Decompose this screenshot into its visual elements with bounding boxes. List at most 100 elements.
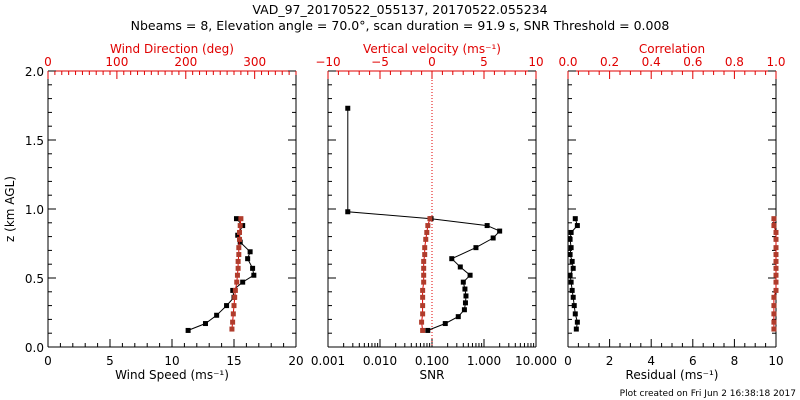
x-top-tick-label: 10: [528, 55, 543, 69]
data-point: [345, 209, 351, 215]
data-point: [420, 327, 426, 333]
series-vertical-velocity: [419, 216, 433, 333]
data-point: [568, 229, 574, 235]
series-line: [773, 218, 777, 330]
data-point: [461, 307, 467, 313]
data-point: [419, 319, 425, 325]
series-snr: [345, 105, 503, 333]
data-point: [231, 303, 237, 309]
series-correlation: [771, 216, 779, 332]
x-top-tick-label: 0.0: [558, 55, 577, 69]
data-point: [455, 314, 461, 320]
data-point: [573, 326, 579, 332]
x-top-tick-label: −5: [371, 55, 389, 69]
data-point: [771, 216, 777, 222]
data-point: [569, 258, 575, 264]
data-point: [214, 312, 220, 318]
plot-footer: Plot created on Fri Jun 2 16:38:18 2017: [620, 389, 796, 399]
data-point: [567, 236, 573, 242]
panel-snr: 0.001 0.010 0.100 1.000 10.000 SNR −10 −5 0 5 10 Ve…: [311, 42, 557, 382]
x-top-tick-label: 0.2: [600, 55, 619, 69]
data-point: [237, 236, 243, 242]
x-bottom-tick-label: 0.100: [415, 354, 449, 368]
panel-residual: 0 2 4 6 8 10 Residual (ms⁻¹) 0.0 0.2 0.4 0.6 0.8 1.0…: [558, 42, 785, 382]
data-point: [460, 279, 466, 285]
data-point: [425, 327, 431, 333]
data-point: [234, 272, 240, 278]
x-bottom-tick-label: 6: [689, 354, 697, 368]
data-point: [457, 264, 463, 270]
data-point: [568, 279, 574, 285]
data-point: [421, 258, 427, 264]
data-point: [773, 272, 779, 278]
data-point: [420, 311, 426, 317]
data-point: [245, 256, 251, 262]
data-point: [567, 252, 573, 258]
data-point: [572, 216, 578, 222]
data-point: [568, 245, 574, 251]
x-bottom-tick-label: 0: [44, 354, 52, 368]
x-bottom-axis-label: Wind Speed (ms⁻¹): [115, 368, 229, 382]
data-point: [423, 236, 429, 242]
data-point: [462, 300, 468, 306]
x-bottom-tick-label: 4: [647, 354, 655, 368]
x-bottom-tick-label: 2: [606, 354, 614, 368]
data-point: [771, 311, 777, 317]
x-top-tick-label: 300: [243, 55, 266, 69]
data-point: [467, 272, 473, 278]
x-bottom-tick-label: 15: [226, 354, 241, 368]
data-point: [771, 223, 777, 229]
x-bottom-tick-label: 0: [564, 354, 572, 368]
data-point: [235, 265, 241, 271]
data-point: [773, 279, 779, 285]
data-point: [229, 326, 235, 332]
data-point: [773, 252, 779, 258]
data-point: [224, 303, 230, 309]
data-point: [771, 303, 777, 309]
x-top-tick-label: 0: [44, 55, 52, 69]
data-point: [484, 223, 490, 229]
x-top-axis-label: Wind Direction (deg): [110, 42, 234, 56]
y-tick-label: 0.5: [25, 272, 44, 286]
x-top-tick-label: −10: [315, 55, 340, 69]
chart-subtitle: Nbeams = 8, Elevation angle = 70.0°, sca…: [131, 18, 670, 33]
data-point: [237, 239, 243, 245]
x-top-tick-label: 0.8: [725, 55, 744, 69]
x-bottom-tick-label: 0.010: [363, 354, 397, 368]
x-bottom-tick-label: 10: [164, 354, 179, 368]
y-tick-label: 0.0: [25, 341, 44, 355]
data-point: [185, 327, 191, 333]
y-tick-label: 1.0: [25, 203, 44, 217]
x-bottom-tick-label: 10.000: [515, 354, 557, 368]
data-point: [345, 105, 351, 111]
x-bottom-tick-label: 8: [731, 354, 739, 368]
data-point: [237, 229, 243, 235]
series-line: [231, 218, 242, 330]
data-point: [771, 319, 777, 325]
data-point: [420, 287, 426, 293]
data-point: [234, 279, 240, 285]
series-line: [569, 218, 578, 330]
y-tick-label: 2.0: [25, 65, 44, 79]
data-point: [773, 236, 779, 242]
chart-title: VAD_97_20170522_055137, 20170522.055234: [252, 2, 547, 17]
data-point: [247, 249, 253, 255]
data-point: [574, 319, 580, 325]
data-point: [230, 319, 236, 325]
data-point: [771, 326, 777, 332]
series-wind-direction: [229, 216, 244, 332]
data-point: [424, 229, 430, 235]
data-point: [235, 232, 241, 238]
data-point: [442, 321, 448, 327]
data-point: [462, 286, 468, 292]
data-point: [473, 245, 479, 251]
data-point: [567, 272, 573, 278]
ylabel: z (km AGL): [3, 176, 17, 242]
data-point: [570, 265, 576, 271]
data-point: [251, 272, 257, 278]
data-point: [570, 294, 576, 300]
data-point: [574, 223, 580, 229]
x-bottom-tick-label: 1.000: [467, 354, 501, 368]
data-point: [773, 258, 779, 264]
